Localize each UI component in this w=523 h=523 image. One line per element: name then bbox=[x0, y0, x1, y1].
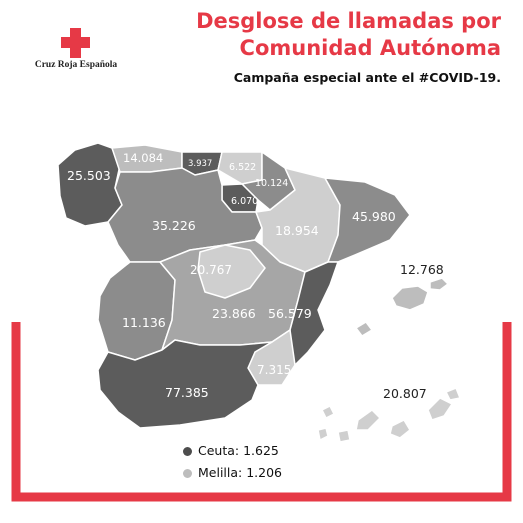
label-baleares: 12.768 bbox=[400, 262, 444, 277]
region-canarias-6 bbox=[427, 397, 453, 421]
page-title: Desglose de llamadas por Comunidad Autón… bbox=[196, 8, 501, 62]
region-andalucia bbox=[97, 339, 273, 429]
region-baleares-menorca bbox=[429, 277, 449, 291]
label-galicia: 25.503 bbox=[67, 168, 111, 183]
cruz-roja-logo: Cruz Roja Española bbox=[26, 26, 126, 76]
label-cataluna: 45.980 bbox=[352, 209, 396, 224]
region-canarias-2 bbox=[317, 427, 329, 441]
title-line-2: Comunidad Autónoma bbox=[239, 36, 501, 60]
region-baleares-mallorca bbox=[391, 285, 429, 311]
page-subtitle: Campaña especial ante el #COVID-19. bbox=[233, 70, 501, 85]
legend-dot-ceuta bbox=[183, 447, 192, 456]
label-extremadura: 11.136 bbox=[122, 315, 166, 330]
legend-label-ceuta: Ceuta: 1.625 bbox=[198, 443, 279, 458]
label-murcia: 7.315 bbox=[257, 363, 291, 377]
region-baleares-ibiza bbox=[355, 321, 373, 337]
region-canarias-7 bbox=[445, 387, 461, 401]
region-cataluna bbox=[324, 177, 411, 263]
region-canarias-1 bbox=[321, 405, 335, 419]
label-asturias: 14.084 bbox=[123, 151, 163, 165]
region-galicia bbox=[57, 142, 123, 227]
title-line-1: Desglose de llamadas por bbox=[196, 9, 501, 33]
label-cantabria: 3.937 bbox=[188, 159, 212, 169]
legend-ceuta: Ceuta: 1.625 bbox=[183, 443, 279, 458]
label-andalucia: 77.385 bbox=[165, 385, 209, 400]
label-madrid: 20.767 bbox=[190, 263, 232, 277]
label-navarra: 10.124 bbox=[255, 178, 288, 189]
region-canarias-5 bbox=[389, 419, 411, 439]
legend-melilla: Melilla: 1.206 bbox=[183, 465, 282, 480]
organization-name: Cruz Roja Española bbox=[34, 60, 118, 70]
label-castilla-la-mancha: 23.866 bbox=[212, 306, 256, 321]
legend-label-melilla: Melilla: 1.206 bbox=[198, 465, 282, 480]
label-valencia: 56.579 bbox=[268, 306, 312, 321]
label-aragon: 18.954 bbox=[275, 223, 319, 238]
region-valencia bbox=[289, 261, 339, 366]
region-canarias-3 bbox=[337, 429, 351, 443]
label-castilla-leon: 35.226 bbox=[152, 218, 196, 233]
red-cross-icon bbox=[61, 28, 90, 58]
label-pais-vasco: 6.522 bbox=[229, 162, 256, 173]
label-la-rioja: 6.070 bbox=[231, 196, 258, 207]
region-canarias-4 bbox=[355, 409, 381, 431]
legend-dot-melilla bbox=[183, 469, 192, 478]
region-castilla-leon bbox=[107, 167, 263, 263]
red-frame bbox=[11, 322, 512, 502]
label-canarias: 20.807 bbox=[383, 386, 427, 401]
region-madrid bbox=[197, 244, 266, 299]
